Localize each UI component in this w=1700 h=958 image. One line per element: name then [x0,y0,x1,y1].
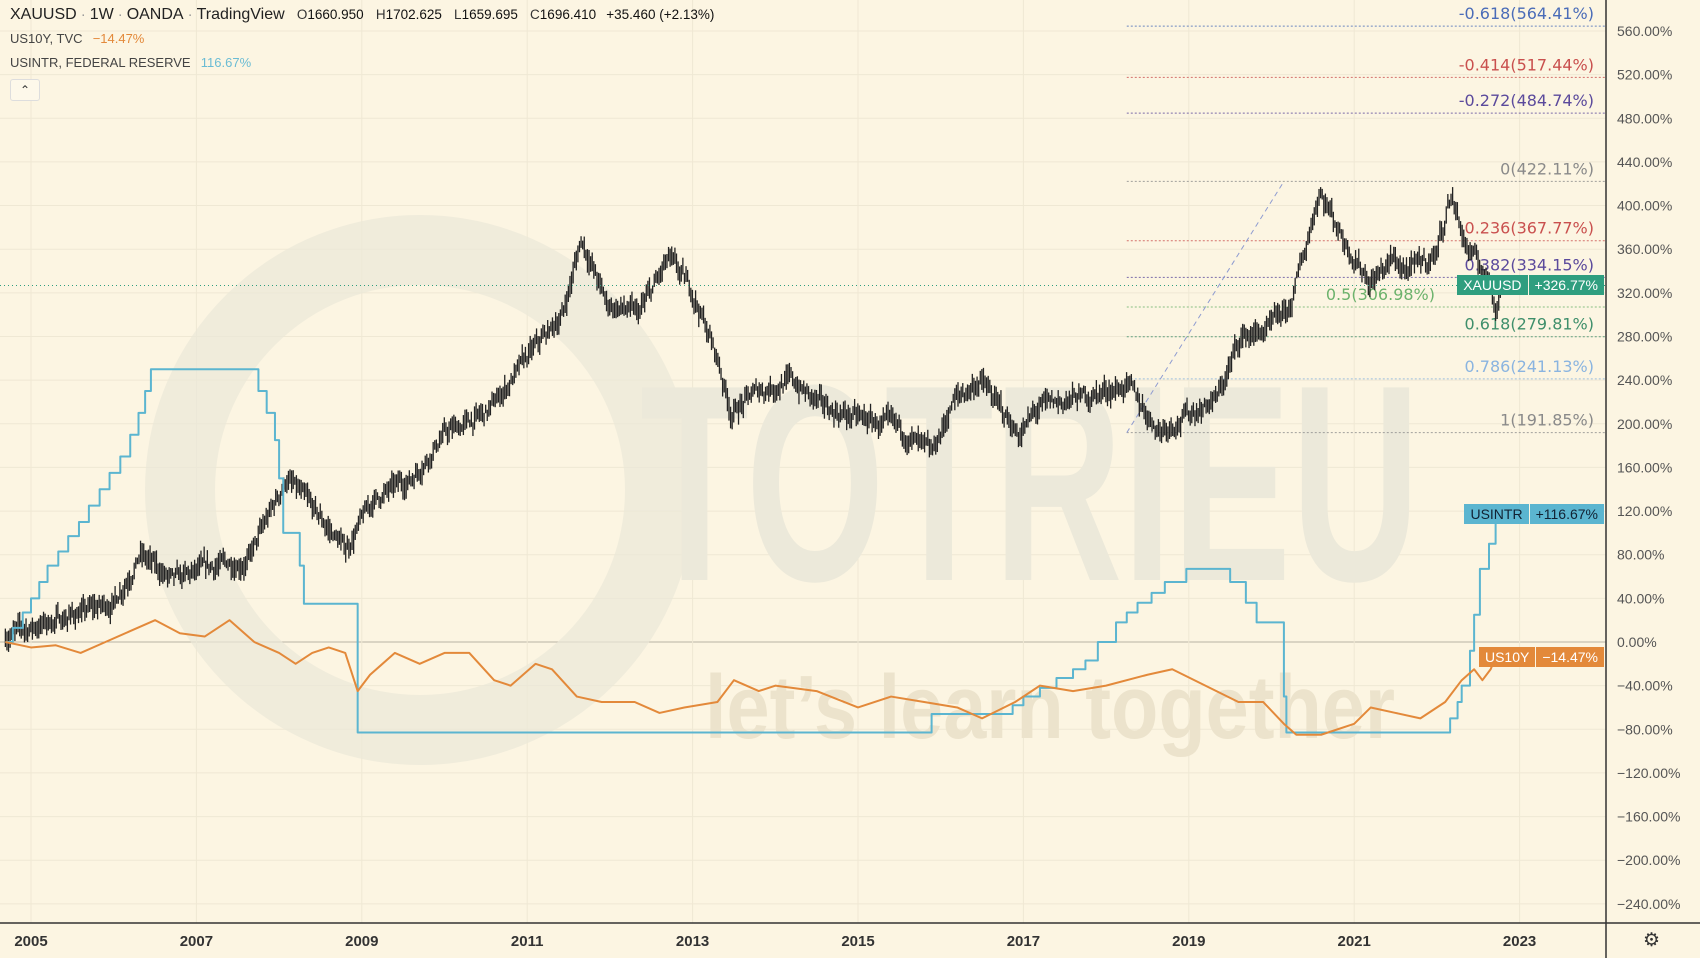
usintr-name: USINTR, FEDERAL RESERVE [10,55,191,70]
separator-dot: · [80,6,86,23]
usintr-price-tag: +116.67% [1528,504,1604,524]
y-tick-label: 40.00% [1617,590,1664,606]
y-tick-label: 520.00% [1617,67,1672,83]
x-tick-label: 2019 [1172,933,1205,950]
us10y-name-tag: US10Y [1478,647,1536,667]
us10y-tag: US10Y −14.47% [1478,647,1604,667]
x-tick-label: 2023 [1503,933,1536,950]
open-value: 1660.950 [307,7,364,22]
change-value: +35.460 (+2.13%) [606,7,715,22]
x-tick-label: 2011 [511,933,544,950]
x-tick-label: 2013 [676,933,709,950]
y-tick-label: −240.00% [1617,896,1680,912]
watermark-tagline: let’s learn together [705,658,1395,758]
us10y-price-tag: −14.47% [1535,647,1604,667]
us10y-line [5,619,1500,736]
low-label: L [454,7,462,22]
y-tick-label: 200.00% [1617,416,1672,432]
x-tick-label: 2007 [180,933,213,950]
interval[interactable]: 1W [89,6,114,23]
series-layer [0,187,1606,736]
low-value: 1659.695 [461,7,518,22]
open-label: O [296,7,308,22]
y-tick-label: 120.00% [1617,503,1672,519]
y-tick-label: 240.00% [1617,372,1672,388]
legend: XAUUSD · 1W · OANDA · TradingView O1660.950 H1… [10,3,714,75]
fib-level-label: -0.618(564.41%) [1459,4,1594,23]
usintr-tag: USINTR +116.67% [1464,504,1604,524]
broker: OANDA [126,6,184,23]
y-tick-label: 80.00% [1617,547,1664,563]
x-tick-label: 2015 [841,933,874,950]
us10y-value: −14.47% [92,31,145,46]
watermark-text: TOTRIEU [640,328,1420,640]
fib-level-label: -0.272(484.74%) [1459,91,1594,110]
symbol[interactable]: XAUUSD [10,6,77,23]
legend-usintr[interactable]: USINTR, FEDERAL RESERVE 116.67% [10,51,714,75]
y-tick-label: 480.00% [1617,110,1672,126]
y-tick-label: 160.00% [1617,459,1672,475]
usintr-line [5,368,1497,734]
y-tick-label: −160.00% [1617,809,1680,825]
fib-trend-line [1126,181,1285,433]
xauusd-name-tag: XAUUSD [1457,275,1528,295]
collapse-legend-button[interactable]: ⌃ [10,79,40,101]
fib-level-label: 0.5(306.98%) [1326,285,1435,304]
usintr-value: 116.67% [200,55,252,70]
y-tick-label: −40.00% [1617,678,1673,694]
y-tick-label: −80.00% [1617,721,1673,737]
gear-icon[interactable]: ⚙ [1643,930,1661,951]
y-tick-label: 400.00% [1617,198,1672,214]
legend-main: XAUUSD · 1W · OANDA · TradingView O1660.950 H1… [10,3,714,27]
legend-us10y[interactable]: US10Y, TVC −14.47% [10,27,714,51]
y-tick-label: −200.00% [1617,852,1680,868]
source: TradingView [196,6,285,23]
chevron-up-icon: ⌃ [19,83,31,97]
fib-level-label: 0.236(367.77%) [1465,219,1594,238]
fib-level-label: 0(422.11%) [1500,159,1594,178]
high-label: H [375,7,386,22]
us10y-name: US10Y, TVC [10,31,83,46]
x-tick-label: 2021 [1338,933,1371,950]
y-tick-label: 560.00% [1617,23,1672,39]
y-tick-label: 360.00% [1617,241,1672,257]
y-tick-label: 0.00% [1617,634,1657,650]
watermark-logo [145,215,695,765]
usintr-name-tag: USINTR [1464,504,1529,524]
y-tick-label: 280.00% [1617,328,1672,344]
y-tick-label: −120.00% [1617,765,1680,781]
fib-level-label: 0.786(241.13%) [1465,357,1594,376]
xauusd-price-tag: +326.77% [1527,275,1604,295]
fib-level-label: -0.414(517.44%) [1459,55,1594,74]
fib-level-label: 0.382(334.15%) [1465,255,1594,274]
high-value: 1702.625 [385,7,442,22]
fib-level-label: 0.618(279.81%) [1465,315,1594,334]
fibonacci-retracement[interactable]: -0.618(564.41%) -0.414(517.44%) -0.272(484… [1126,4,1606,434]
separator-dot: · [117,6,123,23]
separator-dot: · [187,6,193,23]
x-tick-label: 2009 [345,933,378,950]
y-tick-label: 320.00% [1617,285,1672,301]
y-tick-label: 440.00% [1617,154,1672,170]
close-value: 1696.410 [539,7,597,22]
fib-level-label: 1(191.85%) [1500,411,1594,430]
x-tick-label: 2017 [1007,933,1040,950]
close-label: C [530,7,540,22]
xauusd-tag: XAUUSD +326.77% [1457,275,1604,295]
x-tick-label: 2005 [14,933,47,950]
